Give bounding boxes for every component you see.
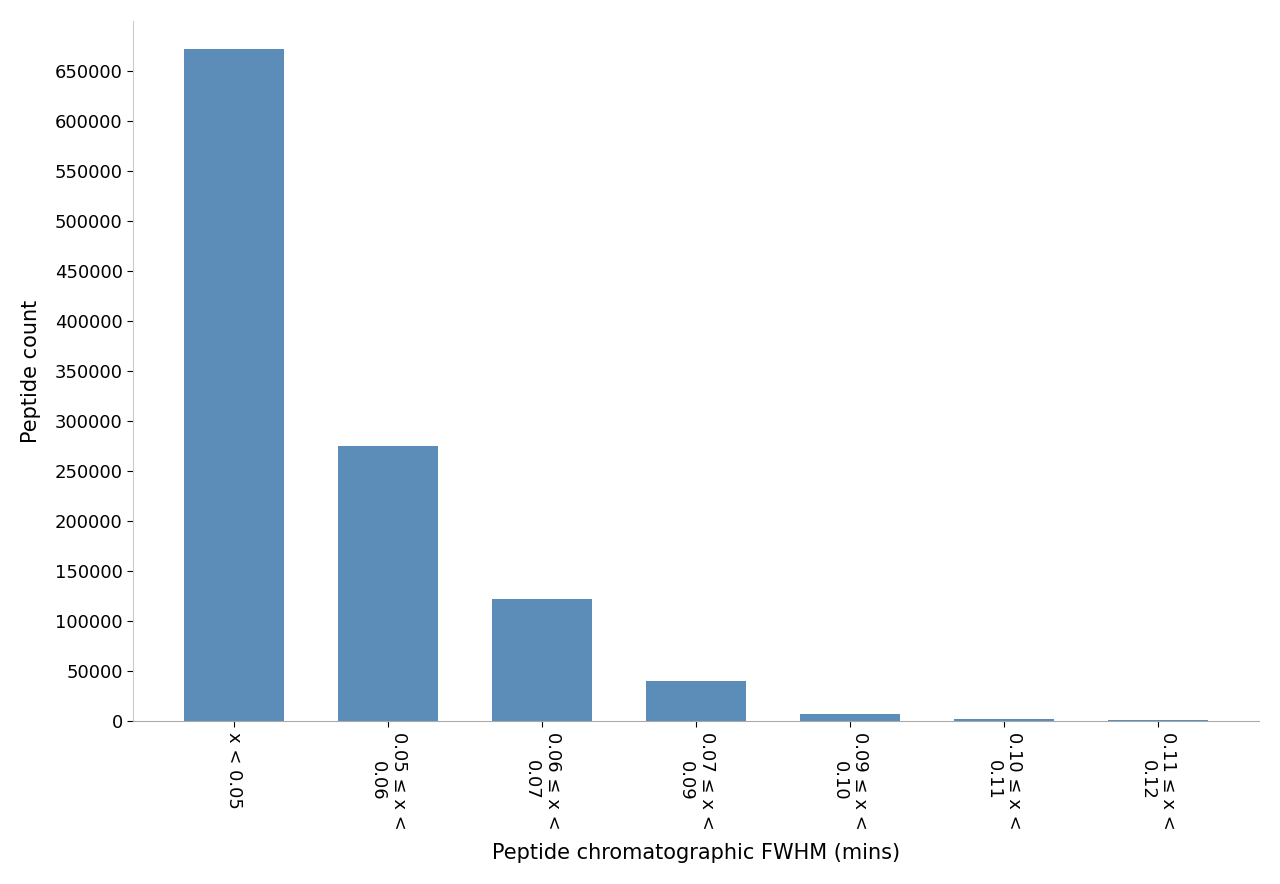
Y-axis label: Peptide count: Peptide count (20, 300, 41, 443)
Bar (184, 49, 284, 721)
Bar (338, 446, 438, 721)
Bar (800, 714, 900, 721)
Bar (1108, 720, 1208, 721)
Bar (646, 681, 746, 721)
Bar (954, 719, 1053, 721)
X-axis label: Peptide chromatographic FWHM (mins): Peptide chromatographic FWHM (mins) (492, 843, 900, 863)
Bar (493, 599, 593, 721)
